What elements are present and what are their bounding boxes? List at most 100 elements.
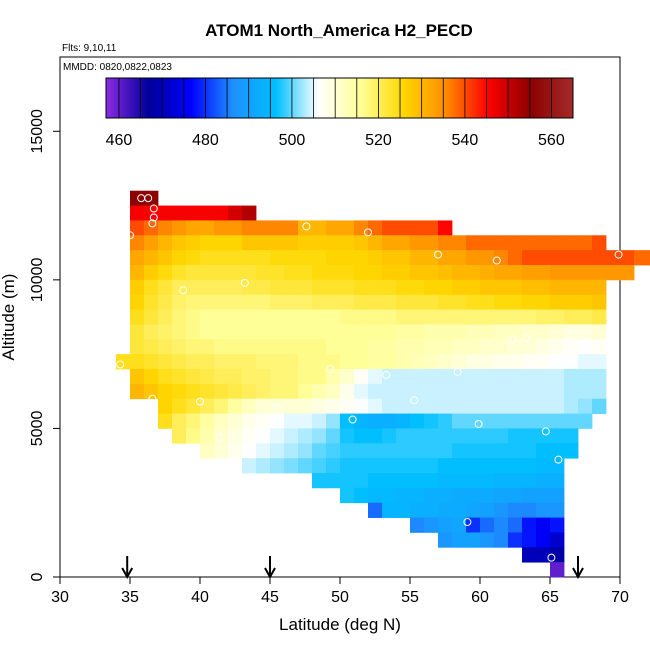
heatmap-cell [340,473,355,489]
heatmap-cells [116,190,650,578]
heatmap-cell [452,250,467,266]
heatmap-cell [270,339,285,355]
heatmap-cell [382,235,397,251]
heatmap-cell [536,294,551,310]
heatmap-cell [312,428,327,444]
heatmap-cell [410,458,425,474]
heatmap-cell [466,443,481,459]
heatmap-cell [298,458,313,474]
heatmap-cell [228,398,243,414]
heatmap-cell [326,473,341,489]
heatmap-cell [298,443,313,459]
heatmap-cell [270,265,285,281]
heatmap-cell [424,443,439,459]
heatmap-cell [508,458,523,474]
heatmap-cell [410,413,425,429]
heatmap-cell [424,339,439,355]
heatmap-cell [564,369,579,385]
heatmap-cell [424,502,439,518]
x-tick-label: 45 [261,589,279,606]
heatmap-cell [410,473,425,489]
heatmap-cell [270,369,285,385]
heatmap-cell [228,428,243,444]
heatmap-cell [438,369,453,385]
heatmap-cell [200,324,215,340]
heatmap-cell [158,383,173,400]
heatmap-cell [494,294,509,310]
heatmap-cell [508,354,523,370]
heatmap-cell [256,354,271,370]
heatmap-cell [452,279,467,296]
heatmap-cell [578,369,593,385]
heatmap-cell [172,369,187,385]
colorbar-border [105,77,574,119]
dates-label: MMDD: 0820,0822,0823 [63,62,172,73]
heatmap-cell [438,413,453,429]
heatmap-cell [396,250,411,266]
heatmap-cell [396,502,411,518]
heatmap-cell [340,369,355,385]
heatmap-cell [284,250,299,266]
heatmap-cell [466,413,481,429]
heatmap-cell [326,443,341,459]
heatmap-cell [354,250,369,266]
heatmap-cell [564,279,579,296]
observation-point [562,338,571,347]
heatmap-cell [410,265,425,281]
heatmap-cell [550,250,565,266]
observation-point [326,365,335,373]
heatmap-cell [480,487,495,504]
heatmap-cell [130,369,145,385]
heatmap-cell [340,294,355,310]
observation-point [614,250,623,259]
heatmap-cell [242,398,257,414]
heatmap-cell [480,294,495,310]
heatmap-cell [522,532,537,548]
heatmap-cell [368,383,383,400]
heatmap-cell [466,398,481,414]
heatmap-cell [648,250,650,266]
heatmap-cell [368,265,383,281]
colorbar-separators [118,78,552,118]
heatmap-cell [312,279,327,296]
heatmap-cell [592,294,607,310]
heatmap-cell [396,324,411,340]
observation-point [148,219,157,228]
heatmap-cell [256,294,271,310]
heatmap-cell [592,354,607,370]
heatmap-cell [480,324,495,340]
heatmap-cell [368,413,383,429]
heatmap-cell [228,205,243,221]
y-tick-label: 10000 [29,258,46,303]
heatmap-cell [410,339,425,355]
heatmap-cell [382,309,397,325]
heatmap-cell [172,339,187,355]
heatmap-cell [368,473,383,489]
heatmap-cell [284,235,299,251]
heatmap-cell [256,265,271,281]
observation-point [382,370,391,379]
heatmap-cell [298,413,313,429]
heatmap-cell [354,413,369,429]
heatmap-cell [284,324,299,340]
heatmap-cell [354,443,369,459]
heatmap-cell [550,413,565,429]
heatmap-cell [228,220,243,236]
heatmap-cell [494,532,509,548]
heatmap-cell [242,354,257,370]
heatmap-cell [368,428,383,444]
heatmap-cell [438,235,453,251]
colorbar: 460 480 500 520 540 560 [105,77,574,149]
heatmap-cell [424,369,439,385]
heatmap-cell [284,428,299,444]
heatmap-cell [536,250,551,266]
heatmap-cell [284,339,299,355]
heatmap-cell [256,324,271,340]
heatmap-cell [368,487,383,504]
heatmap-cell [466,517,481,533]
observation-point [554,455,563,464]
heatmap-cell [522,294,537,310]
heatmap-cell [452,517,467,533]
heatmap-cell [158,235,173,251]
heatmap-cell [410,369,425,385]
